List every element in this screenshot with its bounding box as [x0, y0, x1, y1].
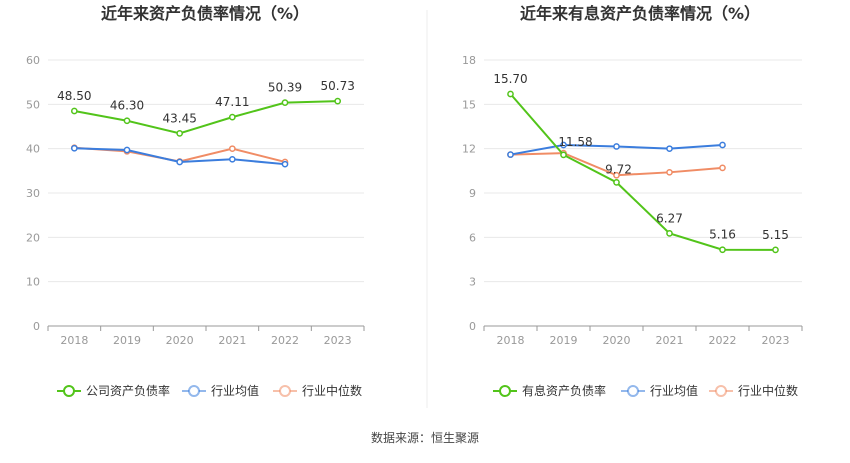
- data-point-1-1-4: [281, 160, 289, 168]
- data-point-1-2-3: [228, 145, 236, 153]
- data-point-1-1-0: [70, 144, 78, 152]
- data-point-2-2-3: [666, 168, 673, 176]
- data-point-1-1-2: [176, 158, 184, 166]
- y-tick-label-2-9: 9: [469, 187, 476, 200]
- data-label-2-4: 5.16: [709, 228, 736, 242]
- data-label-1-5: 50.73: [320, 79, 354, 93]
- y-tick-label-2-6: 6: [469, 231, 476, 244]
- data-label-2-0: 15.70: [493, 72, 527, 86]
- y-tick-label-1-40: 40: [26, 143, 40, 156]
- data-point-2-0-4: [719, 246, 726, 254]
- x-tick-label-2-2018: 2018: [497, 334, 525, 347]
- legend-marker-icon-2-1: [627, 385, 639, 397]
- data-point-2-2-4: [719, 164, 726, 172]
- legend-marker-icon-1-1: [188, 385, 200, 397]
- data-label-1-1: 46.30: [110, 99, 144, 113]
- legend-label-1-1: 行业均值: [211, 383, 259, 398]
- data-label-2-2: 9.72: [605, 162, 632, 176]
- data-point-1-0-3: [228, 113, 236, 121]
- data-label-2-1: 11.58: [558, 135, 592, 149]
- x-tick-label-2-2023: 2023: [762, 334, 790, 347]
- data-point-1-0-4: [281, 99, 289, 106]
- legend-label-1-2: 行业中位数: [302, 383, 362, 398]
- data-point-2-0-0: [507, 90, 514, 98]
- data-point-2-0-3: [666, 229, 673, 237]
- data-point-2-1-3: [666, 145, 673, 153]
- y-tick-label-1-0: 0: [33, 320, 40, 333]
- legend-label-2-1: 行业均值: [650, 383, 698, 398]
- legend-label-2-2: 行业中位数: [738, 383, 798, 398]
- y-tick-label-2-18: 18: [462, 54, 476, 67]
- y-tick-label-1-30: 30: [26, 187, 40, 200]
- y-tick-label-2-0: 0: [469, 320, 476, 333]
- x-tick-label-1-2019: 2019: [113, 334, 141, 347]
- series-line-1-0: [74, 100, 338, 135]
- legend-label-1-0: 公司资产负债率: [86, 383, 170, 398]
- y-tick-label-1-50: 50: [26, 98, 40, 111]
- legend-marker-icon-2-0: [499, 385, 511, 397]
- y-tick-label-2-3: 3: [469, 276, 476, 289]
- x-tick-label-1-2022: 2022: [271, 334, 299, 347]
- data-label-1-4: 50.39: [268, 81, 302, 95]
- y-tick-label-2-12: 12: [462, 143, 476, 156]
- x-tick-label-1-2018: 2018: [60, 334, 88, 347]
- data-label-1-2: 43.45: [162, 111, 196, 125]
- data-point-1-0-5: [334, 97, 342, 105]
- data-point-2-0-5: [772, 246, 779, 254]
- chart-title-2: 近年来有息资产负债率情况（%）: [520, 4, 760, 23]
- data-label-1-3: 47.11: [215, 95, 249, 109]
- data-point-2-0-2: [613, 179, 620, 186]
- series-line-2-0: [509, 93, 776, 251]
- data-label-1-0: 48.50: [57, 89, 91, 103]
- legend-marker-icon-1-2: [279, 385, 291, 397]
- data-point-1-0-1: [123, 117, 131, 125]
- data-point-2-2-2: [613, 171, 620, 179]
- data-point-2-0-1: [560, 151, 567, 159]
- data-label-2-5: 5.15: [762, 228, 789, 242]
- x-tick-label-2-2022: 2022: [709, 334, 737, 347]
- legend-marker-icon-1-0: [63, 385, 75, 397]
- legend-marker-icon-2-2: [715, 385, 727, 397]
- y-tick-label-1-20: 20: [26, 231, 40, 244]
- y-tick-label-1-10: 10: [26, 276, 40, 289]
- y-tick-label-1-60: 60: [26, 54, 40, 67]
- chart-title-1: 近年来资产负债率情况（%）: [101, 4, 309, 23]
- x-tick-label-2-2021: 2021: [656, 334, 684, 347]
- data-point-1-0-0: [70, 107, 78, 115]
- data-source: 数据来源：恒生聚源: [371, 430, 479, 445]
- legend-label-2-0: 有息资产负债率: [522, 383, 606, 398]
- data-point-2-1-2: [613, 143, 620, 150]
- data-point-1-1-3: [228, 155, 236, 163]
- x-tick-label-2-2020: 2020: [603, 334, 631, 347]
- data-point-2-1-1: [560, 141, 567, 149]
- x-tick-label-1-2023: 2023: [324, 334, 352, 347]
- x-tick-label-2-2019: 2019: [550, 334, 578, 347]
- data-point-1-0-2: [176, 130, 184, 137]
- y-tick-label-2-15: 15: [462, 98, 476, 111]
- data-label-2-3: 6.27: [656, 211, 683, 225]
- x-tick-label-1-2021: 2021: [218, 334, 246, 347]
- data-point-2-1-4: [719, 141, 726, 149]
- data-point-2-1-0: [507, 151, 514, 158]
- data-point-1-1-1: [123, 146, 131, 154]
- x-tick-label-1-2020: 2020: [166, 334, 194, 347]
